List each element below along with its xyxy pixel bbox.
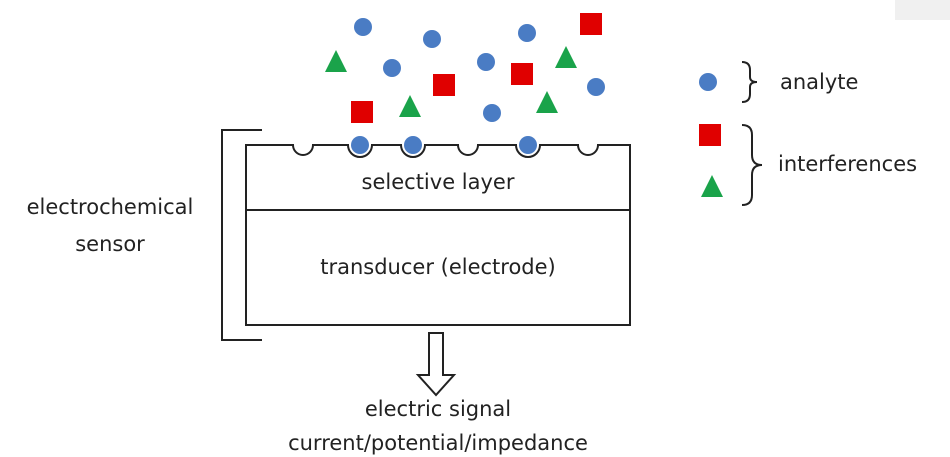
legend-analyte-icon bbox=[699, 73, 717, 91]
transducer-label: transducer (electrode) bbox=[320, 255, 556, 279]
sensor-box bbox=[245, 144, 631, 326]
analyte-particles bbox=[351, 18, 605, 154]
legend-interferences: interferences bbox=[778, 152, 917, 176]
interference-squares bbox=[351, 13, 602, 123]
sensor-label: electrochemical bbox=[27, 195, 194, 219]
legend-triangle-icon bbox=[701, 175, 723, 197]
output-label: current/potential/impedance bbox=[288, 431, 588, 455]
legend-analyte: analyte bbox=[780, 70, 858, 94]
corner-patch bbox=[895, 0, 950, 20]
selective-layer-label: selective layer bbox=[362, 170, 515, 194]
sensor-bracket bbox=[221, 129, 262, 341]
legend-square-icon bbox=[699, 124, 721, 146]
legend-brace bbox=[741, 61, 758, 103]
signal-arrow bbox=[415, 332, 457, 397]
output-label: electric signal bbox=[365, 397, 511, 421]
sensor-label: sensor bbox=[75, 232, 145, 256]
legend-brace bbox=[741, 124, 763, 206]
interference-triangles bbox=[325, 46, 577, 117]
